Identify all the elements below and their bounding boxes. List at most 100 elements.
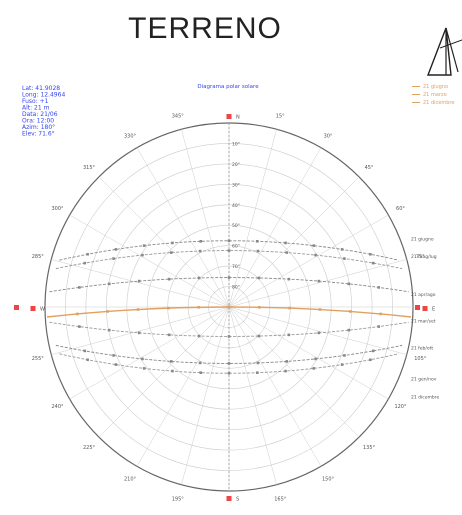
- hour-marker: [377, 286, 380, 289]
- azimuth-tick-label: 345°: [172, 114, 185, 120]
- cardinal-label: W: [40, 307, 45, 313]
- hour-marker: [369, 252, 372, 256]
- hour-marker: [86, 358, 89, 362]
- hour-marker: [78, 325, 81, 328]
- sun-path-label: 21 mag/lug: [411, 254, 437, 260]
- hour-marker: [227, 305, 231, 309]
- info-line: Data: 21/06: [22, 111, 58, 118]
- hour-marker: [256, 249, 260, 253]
- hour-marker: [141, 357, 144, 361]
- hour-marker: [199, 371, 203, 374]
- sun-path: [55, 344, 403, 364]
- hour-marker: [197, 276, 201, 280]
- info-line: Alt: 21 m: [22, 105, 50, 112]
- hour-marker: [317, 279, 321, 283]
- hour-marker: [314, 253, 317, 257]
- hour-marker: [258, 305, 261, 309]
- azimuth-line: [228, 306, 389, 400]
- hour-marker: [83, 349, 87, 353]
- azimuth-tick-label: 195°: [172, 496, 185, 502]
- hour-marker: [107, 282, 111, 286]
- hour-marker: [257, 276, 261, 280]
- sun-path-label: 21 gen/nov: [411, 377, 437, 383]
- cardinal-marker: [422, 306, 428, 311]
- hour-marker: [76, 312, 79, 316]
- hour-marker: [340, 248, 344, 251]
- sunset-marker: [415, 305, 420, 310]
- hour-marker: [169, 360, 173, 363]
- altitude-label: 60°: [232, 244, 240, 250]
- hour-marker: [106, 310, 109, 313]
- altitude-label: 10°: [232, 141, 240, 147]
- sun-path-label: 21 giugno: [411, 236, 434, 242]
- hour-marker: [257, 334, 261, 338]
- hour-marker: [142, 244, 146, 247]
- hour-marker: [349, 310, 352, 313]
- info-line: Ora: 12:00: [22, 118, 54, 125]
- azimuth-tick-label: 240°: [52, 404, 65, 410]
- azimuth-line: [228, 306, 322, 467]
- hour-marker: [379, 312, 382, 316]
- altitude-label: 80°: [232, 285, 240, 291]
- cardinal-marker: [226, 114, 232, 119]
- azimuth-tick-label: 45°: [365, 165, 374, 171]
- hour-marker: [347, 328, 351, 332]
- altitude-label: 20°: [232, 162, 240, 168]
- hour-marker: [284, 369, 287, 373]
- azimuth-tick-label: 315°: [83, 165, 96, 171]
- hour-marker: [198, 361, 202, 365]
- hour-marker: [142, 367, 146, 370]
- azimuth-tick-label: 30°: [324, 134, 333, 140]
- hour-marker: [377, 325, 380, 328]
- hour-marker: [227, 371, 231, 375]
- hour-marker: [169, 251, 173, 254]
- sun-path-label: 21 feb/ott: [411, 345, 433, 351]
- hour-marker: [227, 362, 231, 365]
- hour-marker: [167, 306, 170, 310]
- hour-marker: [227, 276, 231, 279]
- azimuth-line: [98, 306, 230, 438]
- hour-marker: [136, 308, 140, 311]
- azimuth-line: [51, 259, 230, 308]
- sun-path-label: 21 apr/ago: [411, 292, 436, 298]
- azimuth-tick-label: 75°: [416, 254, 425, 260]
- hour-marker: [255, 240, 259, 243]
- hour-marker: [114, 363, 118, 366]
- legend: 21 giugno 21 marzo 21 dicembre: [412, 84, 454, 106]
- hour-marker: [312, 367, 316, 370]
- azimuth-tick-label: 105°: [414, 356, 427, 362]
- hour-marker: [343, 257, 346, 260]
- azimuth-line: [228, 214, 389, 308]
- hour-marker: [371, 349, 375, 353]
- hour-marker: [371, 261, 375, 265]
- hour-marker: [137, 279, 141, 283]
- hour-marker: [199, 240, 203, 243]
- hour-marker: [369, 358, 372, 362]
- compass-icon: [426, 27, 462, 76]
- azimuth-line: [228, 306, 407, 355]
- altitude-label: 30°: [232, 182, 240, 188]
- hour-marker: [227, 249, 231, 252]
- azimuth-line: [69, 214, 230, 308]
- altitude-label: 40°: [232, 203, 240, 209]
- hour-marker: [340, 363, 344, 366]
- polar-labels: 15° 30° 45° 60° 75° 105° 120° 135° 150° 165° 195° 2…: [14, 114, 439, 503]
- info-line: Azim: 180°: [22, 124, 55, 131]
- cardinal-label: S: [236, 497, 239, 503]
- hour-marker: [197, 334, 201, 338]
- azimuth-line: [228, 259, 407, 308]
- diagram-header-label: Diagrama polar solare: [197, 84, 259, 90]
- hour-marker: [107, 328, 111, 332]
- altitude-label: 70°: [232, 264, 240, 270]
- sun-path-label: 21 dicembre: [411, 394, 439, 400]
- azimuth-line: [136, 147, 230, 308]
- hour-marker: [318, 308, 322, 311]
- hour-marker: [255, 371, 259, 374]
- hour-marker: [343, 354, 346, 357]
- hour-marker: [167, 333, 171, 337]
- azimuth-line: [228, 147, 322, 308]
- azimuth-line: [228, 176, 360, 308]
- hour-marker: [83, 261, 87, 265]
- azimuth-tick-label: 225°: [83, 445, 96, 451]
